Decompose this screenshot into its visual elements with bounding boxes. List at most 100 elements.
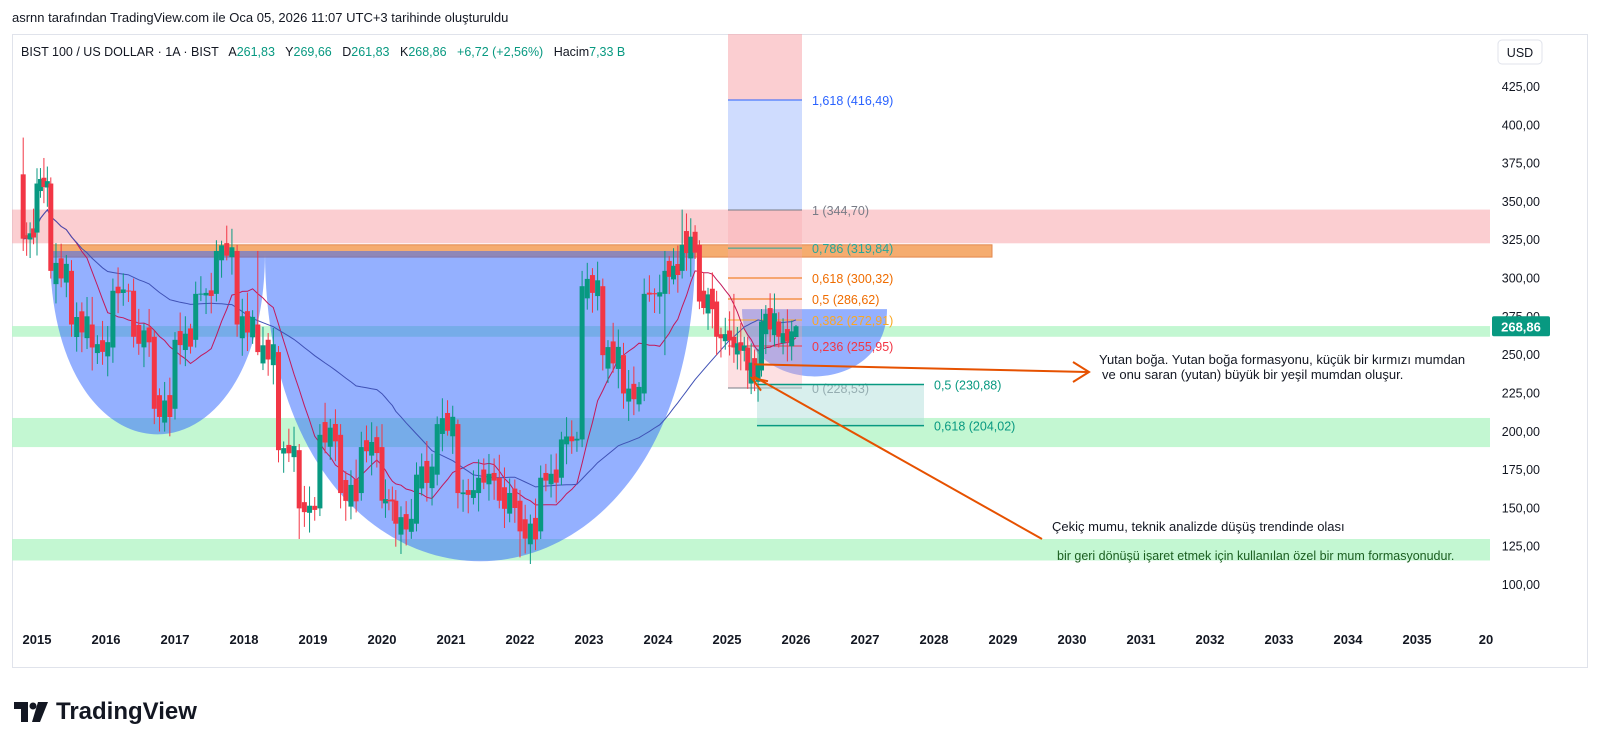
candle-body (538, 477, 544, 532)
candle-body (53, 262, 59, 285)
candle-body (745, 347, 751, 371)
candle-body (41, 177, 47, 188)
candle-body (626, 388, 632, 402)
candle-body (579, 286, 585, 440)
arrow-layer (749, 361, 1091, 540)
volume-value: 7,33 B (589, 45, 625, 59)
candle-body (718, 334, 724, 339)
candle-body (789, 331, 795, 347)
x-tick-label: 2018 (230, 632, 259, 647)
candle-body (188, 328, 194, 347)
hammer-arrow-line (753, 375, 1043, 540)
candle-body (353, 479, 359, 502)
candle-body (631, 383, 637, 400)
chart-header: BIST 100 / US DOLLAR · 1A · BIST A261,83… (21, 45, 625, 59)
candle-body (496, 477, 502, 501)
candle-body (286, 444, 292, 454)
candle-body (662, 270, 668, 294)
candle-body (27, 233, 33, 240)
projection-label-0: 0,5 (230,88) (934, 378, 1001, 392)
candle-body (250, 316, 256, 338)
candle-body (636, 386, 642, 405)
hammer-note-line2: bir geri dönüşü işaret etmek için kullan… (1057, 549, 1454, 563)
candle-body (605, 347, 611, 369)
candle-body (403, 514, 409, 530)
candle-body (429, 466, 435, 489)
candle-body (270, 344, 276, 366)
candle-body (24, 235, 30, 239)
candle-body (146, 327, 152, 343)
x-tick-label: 2031 (1127, 632, 1156, 647)
candle-body (657, 292, 663, 297)
candle-body (131, 290, 137, 337)
price-chart[interactable]: 1,618 (416,49) 1 (344,70) 0,786 (319,84) 0,… (12, 34, 1588, 668)
candle-body (224, 243, 230, 256)
y-tick-label: 125,00 (1502, 540, 1540, 554)
fib-extension-zone (728, 100, 802, 211)
candle-body (589, 275, 595, 293)
candle-body (574, 438, 580, 441)
volume-label: Hacim (554, 45, 589, 59)
candle-body (369, 441, 375, 456)
x-tick-label: 2017 (161, 632, 190, 647)
candle-body (63, 263, 69, 283)
candle-body (793, 326, 799, 338)
x-tick-label: 2034 (1334, 632, 1364, 647)
fib-label-2: 0,786 (319,84) (812, 242, 893, 256)
candle-body (610, 341, 616, 364)
candle-body (731, 336, 737, 348)
engulfing-note-line2: ve onu saran (yutan) büyük bir yeşil mum… (1102, 367, 1403, 382)
zone-support-3 (12, 417, 1490, 448)
fib-label-1: 1 (344,70) (812, 204, 869, 218)
high-label: Y (285, 45, 294, 59)
x-tick-label: 2032 (1196, 632, 1225, 647)
candle-body (666, 260, 672, 277)
hammer-note-line1: Çekiç mumu, teknik analizde düşüş trendi… (1052, 519, 1345, 534)
candle-body (486, 473, 492, 485)
candle-body (776, 321, 782, 337)
engulfing-arrow-line (753, 363, 1088, 374)
candle-body (439, 418, 445, 434)
y-tick-label: 425,00 (1502, 80, 1540, 94)
candle-body (115, 286, 121, 294)
candle-body (780, 333, 786, 343)
fib-label-4: 0,5 (286,62) (812, 293, 879, 307)
candle-body (301, 502, 307, 513)
fib-extension-top-zone (728, 34, 802, 101)
candle-body (752, 358, 758, 378)
currency-button[interactable]: USD (1497, 39, 1543, 65)
symbol-label: BIST 100 / US DOLLAR · 1A · BIST (21, 45, 219, 59)
candle-body (239, 316, 245, 339)
candle-body (255, 324, 261, 353)
candle-body (363, 440, 369, 452)
x-tick-label: 2015 (23, 632, 52, 647)
engulfing-arrow-head (1072, 361, 1091, 383)
y-axis: 425,00400,00375,00350,00325,00300,00275,… (1502, 80, 1540, 592)
candle-body (393, 500, 399, 524)
tradingview-logo[interactable]: TradingView (14, 698, 197, 726)
x-tick-label: 2019 (299, 632, 328, 647)
high-value: 269,66 (294, 45, 332, 59)
x-axis: 2015 2016 2017 2018 2019 2020 2021 2022 2023 2024… (23, 632, 1494, 647)
candle-body (692, 231, 698, 253)
candle-body (646, 292, 652, 295)
candle-body (679, 244, 685, 271)
candle-body (517, 500, 523, 532)
candle-body (343, 480, 349, 501)
x-tick-label: 2020 (368, 632, 397, 647)
candle-body (31, 228, 37, 238)
candle-body (398, 517, 404, 535)
candles-layer (20, 137, 799, 564)
candle-body (450, 416, 456, 437)
candle-body (156, 395, 162, 417)
tradingview-logo-icon (14, 702, 48, 722)
candle-body (260, 345, 266, 364)
candle-body (445, 412, 451, 431)
candle-body (244, 311, 250, 333)
last-price-value: 268,86 (1501, 319, 1541, 334)
candle-body (600, 286, 606, 356)
candle-body (501, 487, 507, 509)
x-tick-label: 2025 (713, 632, 742, 647)
candle-body (151, 336, 157, 409)
candle-body (172, 339, 178, 409)
